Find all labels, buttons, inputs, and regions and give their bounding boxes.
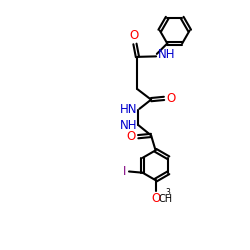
Text: CH: CH [158, 194, 173, 204]
Text: NH: NH [158, 48, 176, 62]
Text: HN: HN [120, 102, 137, 116]
Text: 3: 3 [165, 188, 170, 197]
Text: O: O [151, 192, 160, 205]
Text: O: O [129, 29, 138, 42]
Text: NH: NH [120, 120, 137, 132]
Text: O: O [126, 130, 136, 143]
Text: I: I [123, 165, 126, 178]
Text: O: O [166, 92, 176, 105]
